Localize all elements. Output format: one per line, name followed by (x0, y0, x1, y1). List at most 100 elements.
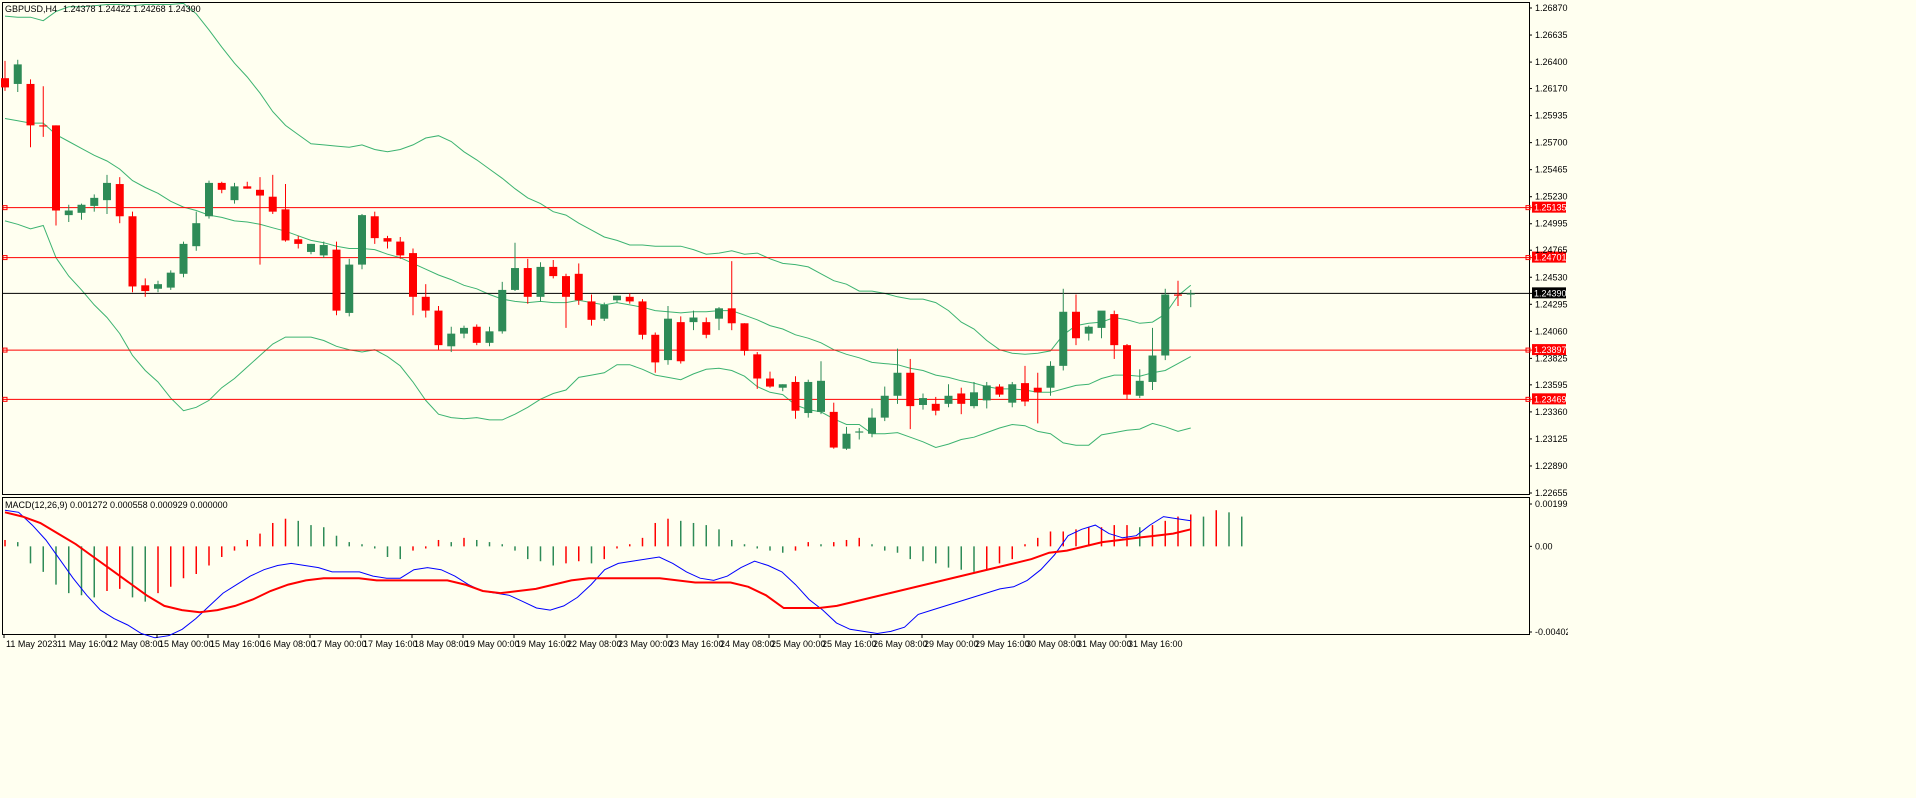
price-tick-label: 1.25230 (1535, 192, 1568, 202)
candle-body (256, 189, 264, 196)
candle-body (931, 403, 940, 411)
signal-line (4, 511, 1192, 614)
price-tick-label: 1.25465 (1535, 165, 1568, 175)
time-tick-label: 26 May 08:00 (873, 639, 928, 649)
candle-body (1174, 294, 1182, 296)
candle-body (523, 268, 532, 297)
price-tick-label: 1.24995 (1535, 219, 1568, 229)
candle-body (498, 289, 507, 332)
candle-body (970, 392, 978, 407)
candle-body (587, 301, 596, 320)
candle-body (64, 210, 73, 216)
price-tick-label: 1.25700 (1535, 138, 1568, 148)
macd-tick-label: 0.001992 (1535, 499, 1568, 509)
time-tick-label: 17 May 00:00 (312, 639, 367, 649)
candle-body (141, 285, 150, 292)
candle-body (817, 380, 825, 412)
candle-body (778, 384, 787, 388)
price-tick-label: 1.22890 (1535, 461, 1568, 471)
candle-body (766, 378, 774, 387)
bollinger-bands (4, 2, 1192, 449)
level-anchor-right (1525, 396, 1531, 402)
price-axis: 1.26870 1.26635 1.26400 1.26170 1.25935 1.257… (1529, 3, 1568, 498)
candle-body (243, 186, 252, 189)
candle-body (1148, 355, 1157, 382)
candle-body (472, 326, 481, 343)
price-tick-label: 1.24060 (1535, 326, 1568, 336)
macd-tick-label: 0.00 (1535, 541, 1553, 551)
candle-body (460, 327, 468, 334)
candle-body (1008, 384, 1017, 403)
candle-body (1084, 326, 1093, 334)
candle-body (702, 322, 711, 335)
candle-body (562, 276, 570, 297)
candle-body (485, 331, 494, 343)
time-tick-label: 19 May 00:00 (465, 639, 520, 649)
candles (1, 59, 1195, 450)
price-tick-label: 1.23595 (1535, 380, 1568, 390)
candle-body (396, 241, 405, 256)
candle-body (319, 245, 328, 256)
candle-body (511, 268, 519, 290)
time-tick-label: 11 May 16:00 (57, 639, 111, 649)
candle-body (1072, 311, 1080, 339)
price-tick-label: 1.26635 (1535, 30, 1568, 40)
candle-body (727, 308, 736, 324)
time-tick-label: 30 May 08:00 (1026, 639, 1081, 649)
time-tick-label: 15 May 00:00 (159, 639, 214, 649)
level-price-tag-bg (1532, 344, 1566, 356)
price-tick-label: 1.23825 (1535, 353, 1568, 363)
level-price-tag-bg (1532, 393, 1566, 405)
candle-body (689, 317, 698, 323)
candle-body (842, 433, 851, 449)
candle-body (434, 310, 443, 346)
time-tick-label: 29 May 00:00 (924, 639, 979, 649)
candle-body (1, 78, 9, 88)
time-tick-label: 23 May 16:00 (669, 639, 724, 649)
current-price-tag-bg (1532, 287, 1566, 299)
candle-body (625, 296, 634, 302)
candle-body (358, 215, 366, 265)
candle-body (536, 266, 545, 297)
candle-body (154, 284, 162, 289)
candle-body (421, 296, 430, 311)
candle-body (664, 318, 672, 361)
level-price-tag: 1.23897 (1534, 345, 1567, 355)
time-tick-label: 25 May 00:00 (771, 639, 826, 649)
level-anchor-right (1525, 205, 1531, 211)
candle-body (829, 411, 838, 448)
candle-body (1186, 293, 1195, 295)
candle-body (957, 393, 966, 404)
candle-body (1046, 365, 1055, 388)
candle-body (370, 216, 379, 239)
candle-body (753, 354, 762, 379)
price-tick-label: 1.25935 (1535, 111, 1568, 121)
macd-panel-frame (2, 497, 1530, 635)
candle-body (995, 386, 1004, 395)
candle-body (944, 395, 953, 404)
candle-body (103, 182, 111, 201)
level-anchor-right (1525, 255, 1531, 261)
bollinger-middle-line (4, 118, 1191, 393)
price-tick-label: 1.24530 (1535, 272, 1568, 282)
candle-body (676, 322, 685, 362)
time-tick-label: 25 May 16:00 (822, 639, 877, 649)
candle-body (893, 372, 902, 396)
candle-body (600, 304, 609, 319)
candle-body (638, 301, 647, 335)
level-anchor-left (2, 347, 8, 353)
horizontal-levels[interactable]: 1.25135 1.24701 1.23897 1.23469 1.24390 (2, 201, 1567, 405)
level-price-tag-bg (1532, 201, 1566, 213)
time-tick-label: 23 May 00:00 (618, 639, 673, 649)
candle-body (128, 216, 137, 287)
symbol-ohlc-label: GBPUSD,H4 1.24378 1.24422 1.24268 1.24390 (5, 4, 201, 14)
time-tick-label: 17 May 16:00 (363, 639, 418, 649)
candle-body (166, 272, 175, 288)
candle-body (740, 323, 749, 351)
level-anchor-right (1525, 347, 1531, 353)
candle-body (409, 253, 417, 297)
candle-body (549, 266, 558, 277)
time-tick-label: 24 May 08:00 (720, 639, 775, 649)
price-tick-label: 1.23125 (1535, 434, 1568, 444)
time-tick-label: 31 May 16:00 (1128, 639, 1183, 649)
